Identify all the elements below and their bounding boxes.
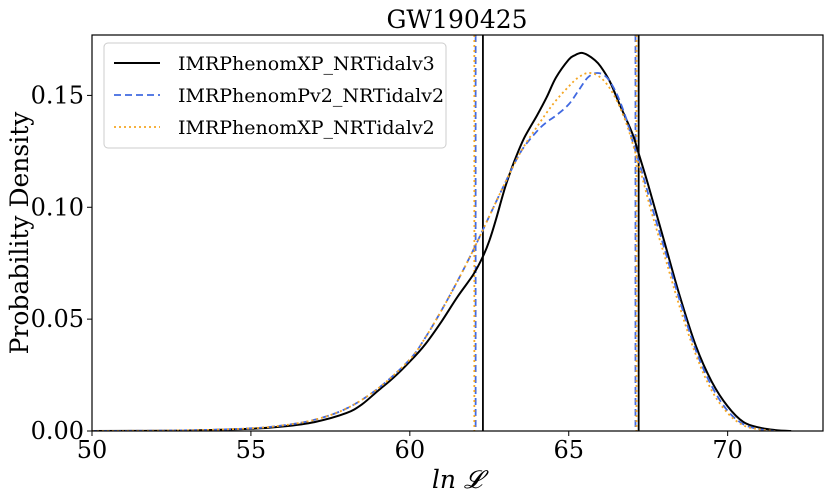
y-tick-label-0.00: 0.00 [31, 417, 84, 445]
series-line-IMRPhenomXP_NRTidalv3 [92, 51, 792, 431]
legend-label-IMRPhenomPv2_NRTidalv2: IMRPhenomPv2_NRTidalv2 [178, 85, 444, 107]
series-line-IMRPhenomXP_NRTidalv2 [92, 72, 776, 431]
chart-title: GW190425 [386, 5, 527, 34]
x-tick-label-65: 65 [553, 436, 584, 464]
legend-label-IMRPhenomXP_NRTidalv3: IMRPhenomXP_NRTidalv3 [178, 53, 435, 75]
x-axis-label: ln 𝓛 [432, 465, 489, 494]
y-axis: 0.00 0.05 0.10 0.15 [31, 81, 92, 445]
legend-box [103, 42, 447, 149]
y-tick-label-0.10: 0.10 [31, 193, 84, 221]
series-lines [92, 51, 792, 431]
y-tick-label-0.15: 0.15 [31, 81, 84, 109]
legend-label-IMRPhenomXP_NRTidalv2: IMRPhenomXP_NRTidalv2 [178, 117, 435, 139]
series-line-IMRPhenomPv2_NRTidalv2 [92, 72, 776, 431]
y-tick-label-0.05: 0.05 [31, 305, 84, 333]
x-tick-label-50: 50 [77, 436, 108, 464]
axes-frame [91, 34, 824, 432]
x-axis: 50 55 60 65 70 [77, 431, 743, 464]
x-tick-label-55: 55 [236, 436, 267, 464]
x-tick-label-60: 60 [395, 436, 426, 464]
y-axis-label: Probability Density [5, 111, 34, 355]
interval-lines [473, 35, 640, 431]
legend: IMRPhenomXP_NRTidalv3 IMRPhenomPv2_NRTida… [103, 42, 447, 149]
x-tick-label-70: 70 [712, 436, 743, 464]
